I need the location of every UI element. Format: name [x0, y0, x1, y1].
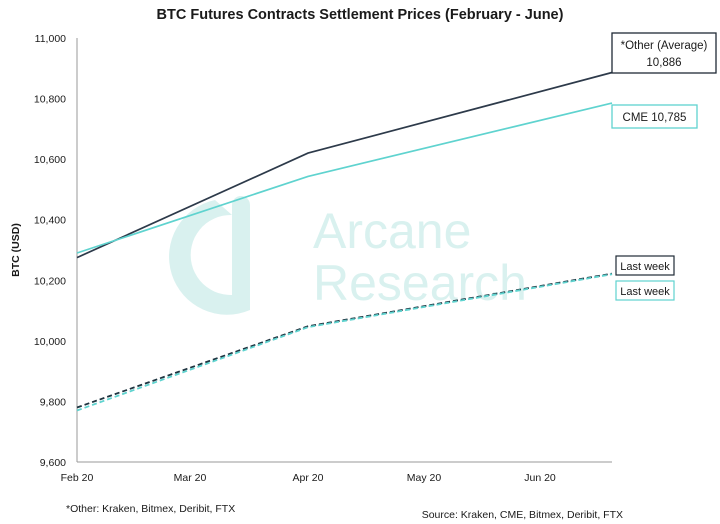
callout-last-week-cme: Last week [615, 280, 675, 301]
callout-cme-label: CME [623, 112, 649, 124]
x-tick-label: May 20 [407, 472, 442, 484]
svg-text:CME 10,785: CME 10,785 [623, 112, 687, 124]
chart-title: BTC Futures Contracts Settlement Prices … [157, 7, 564, 23]
y-axis-title: BTC (USD) [10, 223, 22, 277]
series-line-0 [76, 71, 613, 259]
series-line-3 [76, 273, 613, 412]
y-tick-label: 9,600 [40, 457, 66, 469]
source-note: Source: Kraken, CME, Bitmex, Deribit, FT… [422, 509, 623, 521]
callout-cme-value: 10,785 [651, 112, 686, 124]
watermark-text-1: Arcane [313, 203, 471, 259]
y-tick-labels: 9,600 9,800 10,000 10,200 10,400 10,600 10,800… [34, 33, 66, 469]
x-tick-label: Mar 20 [174, 472, 207, 484]
y-tick-label: 9,800 [40, 396, 66, 408]
x-tick-labels: Feb 20 Mar 20 Apr 20 May 20 Jun 20 [61, 472, 556, 484]
callout-cme: CME 10,785 [611, 104, 698, 129]
callout-other-value: 10,886 [646, 57, 681, 69]
footnote: *Other: Kraken, Bitmex, Deribit, FTX [66, 503, 235, 515]
y-tick-label: 10,400 [34, 215, 66, 227]
callout-other-label: *Other (Average) [621, 40, 708, 52]
x-tick-label: Apr 20 [293, 472, 324, 484]
series-layer [76, 71, 613, 412]
series-line-1 [76, 102, 613, 254]
callout-last-week-cme-label: Last week [620, 286, 670, 298]
watermark-logo-icon [169, 196, 250, 315]
x-tick-label: Jun 20 [524, 472, 556, 484]
y-tick-label: 10,600 [34, 154, 66, 166]
y-tick-label: 10,200 [34, 275, 66, 287]
y-tick-label: 10,000 [34, 336, 66, 348]
x-tick-label: Feb 20 [61, 472, 94, 484]
y-tick-label: 10,800 [34, 94, 66, 106]
callout-other-average: *Other (Average) 10,886 [611, 32, 717, 74]
watermark-text-2: Research [313, 255, 527, 311]
callout-last-week-other: Last week [615, 255, 675, 276]
watermark: Arcane Research [169, 196, 527, 315]
callout-last-week-other-label: Last week [620, 261, 670, 273]
y-tick-label: 11,000 [35, 33, 66, 45]
